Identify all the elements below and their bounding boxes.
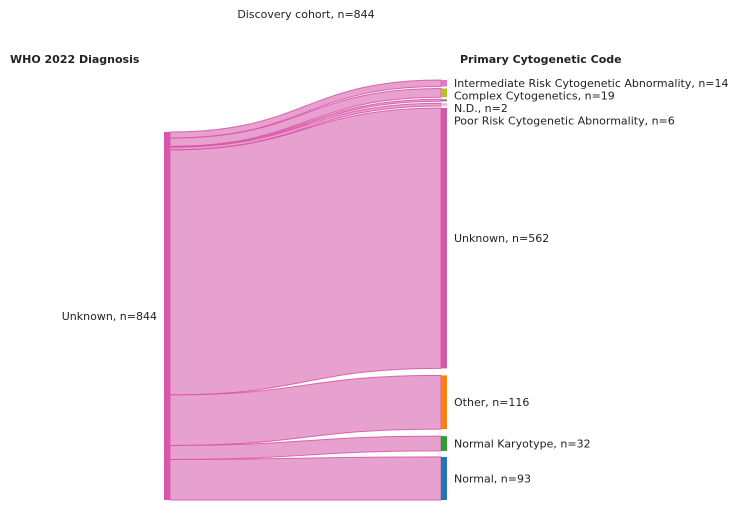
- target-node: [441, 108, 447, 369]
- source-node: [164, 132, 170, 500]
- target-node: [441, 99, 447, 102]
- source-node-label: Unknown, n=844: [62, 310, 157, 323]
- links-layer: [169, 79, 442, 501]
- right-axis-header: Primary Cytogenetic Code: [460, 53, 622, 66]
- chart-title: Discovery cohort, n=844: [237, 8, 374, 21]
- nodes-layer: [164, 80, 447, 500]
- target-node: [441, 103, 447, 107]
- target-node-label: Other, n=116: [454, 396, 529, 409]
- target-node-label: Normal Karyotype, n=32: [454, 438, 591, 451]
- target-node: [441, 88, 447, 98]
- sankey-link: [169, 456, 442, 501]
- target-node: [441, 375, 447, 430]
- left-axis-header: WHO 2022 Diagnosis: [10, 53, 140, 66]
- target-node-label: N.D., n=2: [454, 102, 508, 115]
- target-node: [441, 456, 447, 500]
- target-node-label: Complex Cytogenetics, n=19: [454, 90, 615, 103]
- sankey-link: [169, 107, 442, 396]
- target-node: [441, 436, 447, 451]
- target-node-label: Normal, n=93: [454, 472, 531, 485]
- target-node-label: Unknown, n=562: [454, 232, 549, 245]
- target-node: [441, 80, 447, 87]
- labels-layer: Unknown, n=844 Intermediate Risk Cytogene…: [62, 77, 729, 485]
- target-node-label: Poor Risk Cytogenetic Abnormality, n=6: [454, 115, 675, 128]
- target-node-label: Intermediate Risk Cytogenetic Abnormalit…: [454, 77, 729, 90]
